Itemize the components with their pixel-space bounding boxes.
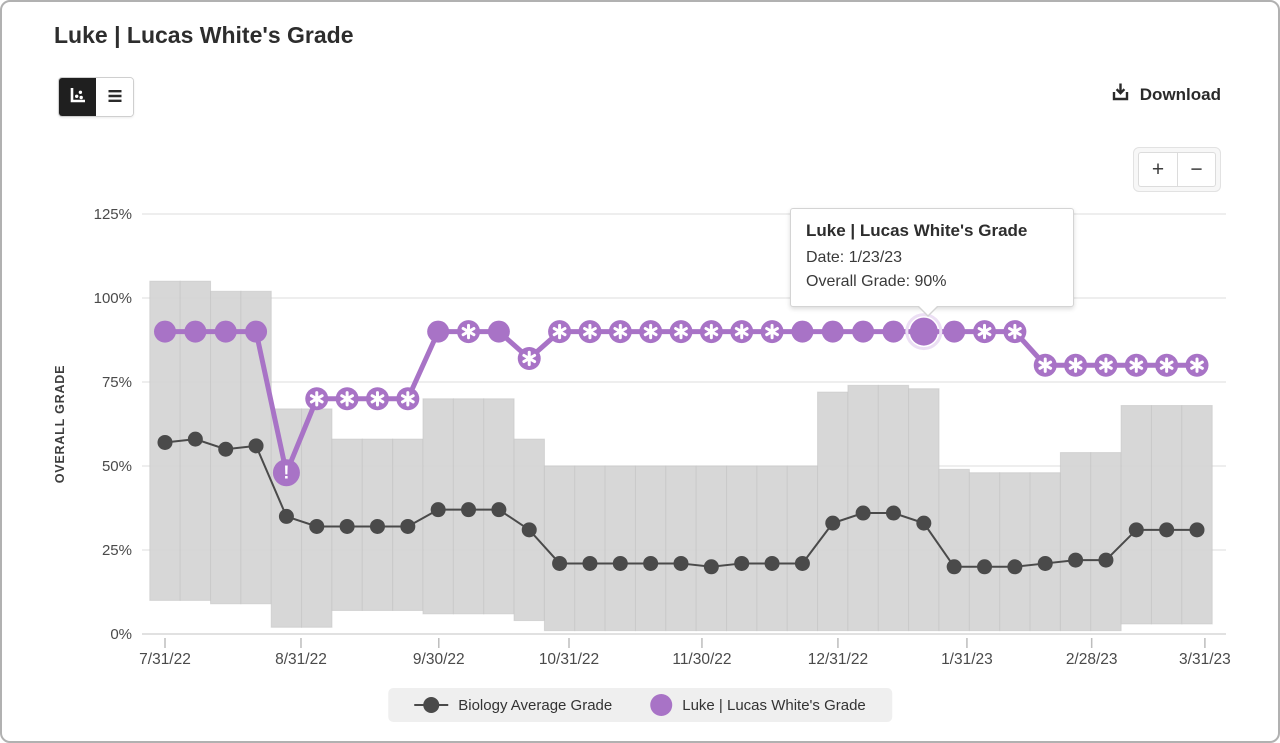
zoom-controls: + − <box>1133 147 1221 192</box>
svg-text:9/30/22: 9/30/22 <box>413 651 465 668</box>
legend-item-biology[interactable]: Biology Average Grade <box>414 697 612 714</box>
svg-text:11/30/22: 11/30/22 <box>672 651 731 668</box>
legend-label: Luke | Lucas White's Grade <box>682 696 866 714</box>
luke-series: ! <box>154 313 1209 487</box>
x-axis: 7/31/22 8/31/22 9/30/22 10/31/22 11/30/22 12/… <box>139 638 1231 668</box>
svg-text:!: ! <box>283 463 289 483</box>
download-button[interactable]: Download <box>1110 82 1221 108</box>
svg-text:0%: 0% <box>110 626 132 643</box>
biology-series-marker-icon <box>414 697 449 713</box>
tooltip-date: Date: 1/23/23 <box>806 249 903 266</box>
download-icon <box>1110 82 1131 108</box>
svg-text:12/31/22: 12/31/22 <box>808 651 868 668</box>
svg-text:7/31/22: 7/31/22 <box>139 651 191 668</box>
chart-view-button[interactable] <box>59 78 96 116</box>
tooltip-grade: Overall Grade: 90% <box>806 273 947 290</box>
chart-legend: Biology Average Grade Luke | Lucas White… <box>388 688 892 722</box>
page-title: Luke | Lucas White's Grade <box>54 22 354 48</box>
legend-label: Biology Average Grade <box>458 696 613 714</box>
svg-text:125%: 125% <box>94 206 132 223</box>
zoom-out-button[interactable]: − <box>1177 152 1216 187</box>
svg-text:50%: 50% <box>102 458 132 475</box>
svg-text:25%: 25% <box>102 542 132 559</box>
svg-text:10/31/22: 10/31/22 <box>539 651 599 668</box>
list-icon <box>106 87 124 108</box>
svg-text:2/28/23: 2/28/23 <box>1066 651 1118 668</box>
biology-series <box>157 431 1205 575</box>
y-axis: 0% 25% 50% 75% 100% 125% OVERALL GRADE <box>53 206 132 643</box>
tooltip-title: Luke | Lucas White's Grade <box>806 221 1028 240</box>
svg-text:3/31/23: 3/31/23 <box>1179 651 1231 668</box>
view-toggle-group <box>58 77 134 117</box>
svg-text:75%: 75% <box>102 374 132 391</box>
svg-text:OVERALL GRADE: OVERALL GRADE <box>53 365 67 484</box>
svg-text:100%: 100% <box>94 290 132 307</box>
svg-text:1/31/23: 1/31/23 <box>941 651 993 668</box>
zoom-in-button[interactable]: + <box>1138 152 1177 187</box>
list-view-button[interactable] <box>96 78 133 116</box>
legend-item-luke[interactable]: Luke | Lucas White's Grade <box>650 694 866 716</box>
bar-chart-icon <box>68 86 87 108</box>
luke-series-marker-icon <box>650 694 673 716</box>
svg-text:8/31/22: 8/31/22 <box>275 651 327 668</box>
data-point-tooltip: Luke | Lucas White's Grade Date: 1/23/23… <box>790 208 1074 317</box>
download-label: Download <box>1139 85 1221 104</box>
